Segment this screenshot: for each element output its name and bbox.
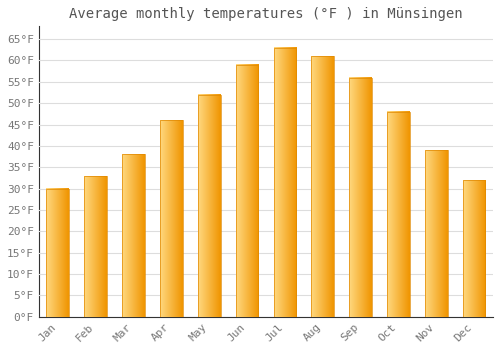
Bar (160, 120, 182, 317)
Bar (46, 189, 69, 317)
Bar (198, 94, 220, 317)
Bar (236, 65, 258, 317)
Bar (84, 176, 107, 317)
Bar (387, 112, 410, 317)
Bar (463, 180, 485, 317)
Bar (274, 48, 296, 317)
Bar (425, 150, 448, 317)
Bar (349, 78, 372, 317)
Bar (122, 154, 145, 317)
Title: Average monthly temperatures (°F ) in Münsingen: Average monthly temperatures (°F ) in Mü… (69, 7, 462, 21)
Bar (312, 56, 334, 317)
